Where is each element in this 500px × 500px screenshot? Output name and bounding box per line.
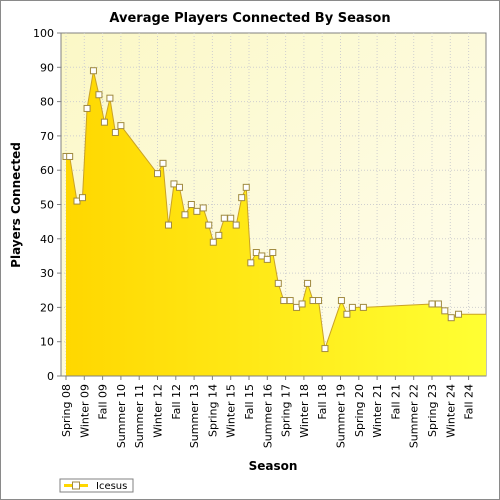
data-point — [428, 300, 436, 308]
data-point — [205, 221, 213, 229]
x-tick-label: Winter 18 — [298, 384, 311, 438]
series-markers — [62, 67, 463, 353]
x-tick-label: Spring 14 — [206, 384, 219, 437]
x-tick-label: Fall 12 — [170, 384, 183, 420]
data-point — [242, 183, 250, 191]
data-point — [315, 297, 323, 305]
data-point — [280, 297, 288, 305]
data-point — [78, 194, 86, 202]
x-tick-label: Summer 13 — [188, 384, 201, 448]
data-point — [187, 201, 195, 208]
data-point — [100, 118, 108, 126]
y-axis-title: Players Connected — [9, 142, 23, 268]
x-tick-label: Spring 08 — [60, 384, 73, 437]
x-tick-label: Summer 10 — [115, 384, 128, 448]
x-tick-label: Spring 17 — [280, 384, 293, 437]
series-area — [66, 70, 486, 376]
series-area-fill — [66, 70, 486, 376]
data-point — [89, 67, 97, 75]
y-tick-label: 40 — [40, 233, 54, 246]
x-axis-title: Season — [249, 459, 298, 473]
x-tick-label: Spring 23 — [426, 384, 439, 437]
y-tick-label: 30 — [40, 267, 54, 280]
y-tick-label: 50 — [40, 199, 54, 212]
data-point — [95, 91, 103, 99]
data-point — [227, 214, 235, 222]
legend-swatch-marker — [72, 481, 80, 490]
y-tick-label: 0 — [47, 370, 54, 383]
x-axis: Spring 08 Winter 09 Fall 09 Summer 10 Summer… — [60, 375, 486, 448]
y-axis: 0 10 20 30 40 50 60 70 80 90 100 — [33, 27, 62, 383]
legend-entry-icesus: Icesus — [96, 481, 127, 492]
data-point — [337, 297, 345, 305]
data-point — [83, 104, 91, 112]
data-point — [441, 307, 449, 315]
y-tick-label: 100 — [33, 27, 54, 40]
x-tick-label: Summer 22 — [408, 384, 421, 448]
x-tick-label: Fall 18 — [316, 384, 329, 420]
x-tick-label: Winter 24 — [444, 384, 457, 438]
y-tick-label: 80 — [40, 96, 54, 109]
data-point — [209, 238, 217, 246]
x-tick-label: Winter 21 — [371, 384, 384, 438]
data-point — [286, 297, 294, 305]
data-point — [298, 300, 306, 308]
data-point — [106, 94, 114, 102]
data-point — [343, 310, 351, 318]
data-point — [117, 122, 125, 130]
data-point — [263, 255, 271, 263]
y-tick-label: 10 — [40, 336, 54, 349]
data-point — [159, 159, 167, 167]
series-line — [66, 70, 486, 349]
chart-title: Average Players Connected By Season — [109, 11, 390, 26]
x-tick-label: Winter 12 — [152, 384, 165, 438]
y-tick-label: 20 — [40, 301, 54, 314]
data-point — [434, 300, 442, 308]
x-tick-label: Fall 15 — [243, 384, 256, 420]
data-point — [181, 211, 189, 219]
x-tick-label: Fall 24 — [463, 384, 476, 420]
y-tick-label: 60 — [40, 164, 54, 177]
data-point — [193, 207, 201, 215]
data-point — [154, 170, 161, 178]
data-point — [220, 214, 228, 222]
data-point — [175, 183, 183, 191]
data-point — [455, 310, 463, 318]
data-point — [359, 303, 367, 311]
x-tick-label: Fall 21 — [389, 384, 402, 420]
y-tick-label: 90 — [40, 61, 54, 74]
y-tick-label: 70 — [40, 130, 54, 143]
x-tick-label: Spring 20 — [353, 384, 366, 437]
data-point — [321, 345, 329, 353]
data-point — [66, 152, 74, 160]
x-tick-label: Summer 11 — [133, 384, 146, 448]
data-point — [269, 249, 277, 257]
x-tick-label: Summer 19 — [335, 384, 348, 448]
data-point — [238, 194, 246, 202]
data-point — [447, 314, 455, 322]
x-tick-label: Winter 15 — [225, 384, 238, 438]
legend: Icesus — [59, 478, 134, 493]
x-tick-label: Fall 09 — [97, 384, 110, 420]
data-point — [304, 279, 312, 287]
x-tick-label: Summer 16 — [261, 384, 274, 448]
x-tick-label: Winter 09 — [78, 384, 91, 438]
data-point — [164, 221, 172, 229]
data-point — [348, 303, 356, 311]
data-point — [247, 259, 255, 267]
data-point — [274, 279, 282, 287]
data-point — [232, 221, 240, 229]
data-point — [215, 231, 223, 239]
data-point — [199, 204, 207, 212]
data-point — [111, 128, 119, 136]
